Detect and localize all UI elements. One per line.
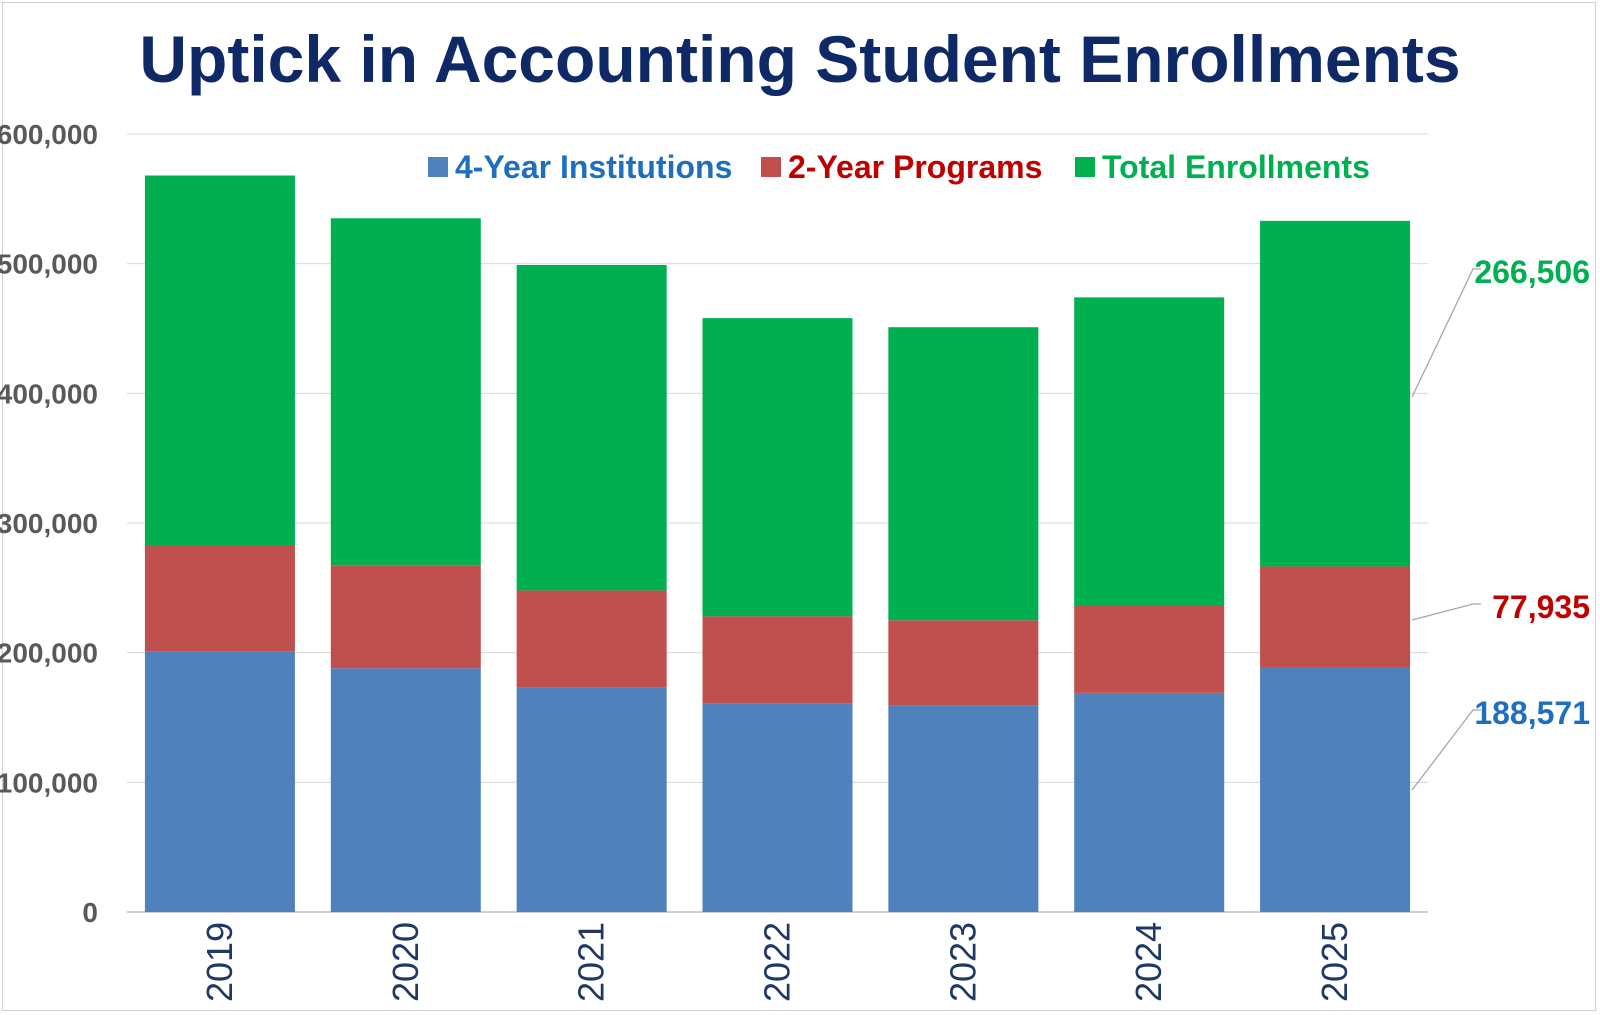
callout-leader-line xyxy=(1411,603,1481,621)
legend-label: 2-Year Programs xyxy=(788,149,1042,185)
bar-2-year-programs-2023 xyxy=(888,620,1039,706)
y-tick-label: 200,000 xyxy=(0,638,98,669)
x-tick-label: 2025 xyxy=(1314,922,1355,1002)
y-tick-label: 600,000 xyxy=(0,119,98,150)
y-tick-label: 0 xyxy=(82,897,98,928)
legend-label: 4-Year Institutions xyxy=(455,149,732,185)
bar-4-year-institutions-2021 xyxy=(516,687,667,912)
bar-4-year-institutions-2020 xyxy=(330,668,481,912)
bar-2-year-programs-2021 xyxy=(516,590,667,688)
legend-swatch xyxy=(428,157,448,177)
callout-label: 188,571 xyxy=(1474,695,1590,731)
y-tick-label: 500,000 xyxy=(0,249,98,280)
y-tick-label: 100,000 xyxy=(0,767,98,798)
bar-2-year-programs-2022 xyxy=(702,616,853,704)
callout-leader-line xyxy=(1411,268,1481,398)
x-tick-label: 2023 xyxy=(942,922,983,1002)
legend-label: Total Enrollments xyxy=(1102,149,1370,185)
bar-2-year-programs-2019 xyxy=(144,545,295,652)
bar-total-enrollments-2020 xyxy=(330,218,481,566)
x-tick-label: 2019 xyxy=(199,922,240,1002)
bar-2-year-programs-2024 xyxy=(1074,605,1225,693)
bar-4-year-institutions-2019 xyxy=(144,651,295,912)
bars xyxy=(144,175,1411,912)
x-tick-label: 2021 xyxy=(571,922,612,1002)
data-callouts: 266,506 77,935 188,571 xyxy=(1411,254,1590,791)
x-axis-ticks: 2019 2020 2021 2022 2023 2024 2025 xyxy=(199,922,1355,1002)
chart-title: Uptick in Accounting Student Enrollments xyxy=(139,22,1460,96)
callout-leader-line xyxy=(1411,709,1481,791)
x-tick-label: 2022 xyxy=(757,922,798,1002)
bar-total-enrollments-2023 xyxy=(888,327,1039,621)
x-tick-label: 2020 xyxy=(385,922,426,1002)
bar-4-year-institutions-2025 xyxy=(1260,667,1411,912)
legend-swatch xyxy=(761,157,781,177)
bar-total-enrollments-2019 xyxy=(144,175,295,546)
bar-4-year-institutions-2024 xyxy=(1074,692,1225,912)
bar-4-year-institutions-2023 xyxy=(888,705,1039,912)
bar-4-year-institutions-2022 xyxy=(702,703,853,912)
callout-label: 77,935 xyxy=(1492,589,1590,625)
bar-total-enrollments-2025 xyxy=(1260,220,1411,567)
bar-total-enrollments-2022 xyxy=(702,318,853,617)
bar-2-year-programs-2020 xyxy=(330,565,481,669)
y-tick-label: 400,000 xyxy=(0,378,98,409)
y-axis-ticks: 0 100,000 200,000 300,000 400,000 500,000 600,… xyxy=(0,119,98,928)
x-tick-label: 2024 xyxy=(1128,922,1169,1002)
legend-swatch xyxy=(1075,157,1095,177)
callout-label: 266,506 xyxy=(1474,254,1590,290)
legend: 4-Year Institutions 2-Year Programs Total … xyxy=(428,149,1370,185)
bar-2-year-programs-2025 xyxy=(1260,566,1411,668)
bar-total-enrollments-2021 xyxy=(516,264,667,591)
y-tick-label: 300,000 xyxy=(0,508,98,539)
bar-total-enrollments-2024 xyxy=(1074,297,1225,606)
